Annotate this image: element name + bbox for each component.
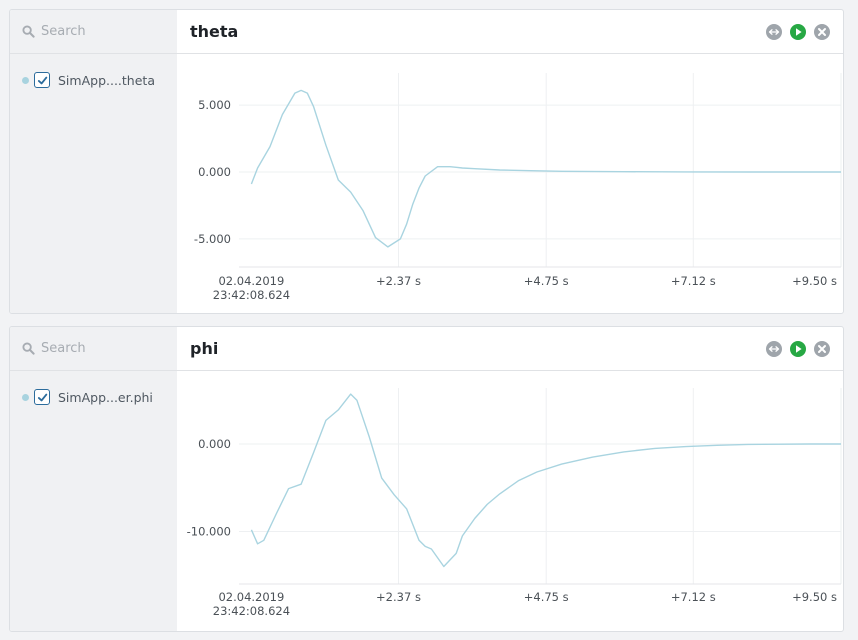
play-icon[interactable]: [789, 340, 807, 358]
signal-label: SimApp....theta: [58, 72, 155, 88]
signal-sidebar: Search SimApp...er.phi: [10, 327, 177, 631]
chart-panel-phi: Search SimApp...er.phi phi 0.000 -10.000 0…: [9, 326, 844, 632]
search-placeholder: Search: [41, 24, 86, 39]
line-chart[interactable]: 5.000 0.000 -5.000 02.04.2019 23:42:08.624 +2…: [177, 55, 844, 313]
fit-range-icon[interactable]: [765, 23, 783, 41]
signal-item[interactable]: SimApp...er.phi: [22, 389, 153, 405]
x-tick-label: +2.37 s: [376, 590, 421, 604]
panel-title: phi: [190, 339, 219, 358]
x-tick-label: 02.04.2019 23:42:08.624: [213, 274, 290, 302]
panel-controls: [765, 23, 831, 41]
x-tick-label: +4.75 s: [524, 274, 569, 288]
y-tick-label: -10.000: [187, 525, 231, 539]
search-input[interactable]: Search: [10, 10, 177, 54]
search-placeholder: Search: [41, 341, 86, 356]
panel-controls: [765, 340, 831, 358]
signal-checkbox[interactable]: [34, 72, 50, 88]
x-tick-label: +9.50 s: [792, 590, 837, 604]
close-icon[interactable]: [813, 23, 831, 41]
x-tick-label: +9.50 s: [792, 274, 837, 288]
checkmark-icon: [37, 393, 47, 401]
panel-header: theta: [177, 10, 843, 54]
search-input[interactable]: Search: [10, 327, 177, 371]
x-tick-label: 02.04.2019 23:42:08.624: [213, 590, 290, 618]
x-tick-label: +4.75 s: [524, 590, 569, 604]
search-icon: [22, 25, 35, 38]
y-tick-label: -5.000: [194, 232, 231, 246]
line-chart[interactable]: 0.000 -10.000 02.04.2019 23:42:08.624 +2.37 …: [177, 372, 844, 631]
panel-title: theta: [190, 22, 239, 41]
series-color-dot: [22, 76, 29, 84]
x-tick-label: +2.37 s: [376, 274, 421, 288]
signal-item[interactable]: SimApp....theta: [22, 72, 155, 88]
close-icon[interactable]: [813, 340, 831, 358]
x-tick-label: +7.12 s: [671, 590, 716, 604]
signal-sidebar: Search SimApp....theta: [10, 10, 177, 313]
series-line[interactable]: [250, 393, 841, 568]
chart-panel-theta: Search SimApp....theta theta 5.000 0.000 -…: [9, 9, 844, 314]
search-icon: [22, 342, 35, 355]
panel-header: phi: [177, 327, 843, 371]
y-tick-label: 0.000: [198, 165, 231, 179]
y-tick-label: 5.000: [198, 98, 231, 112]
fit-range-icon[interactable]: [765, 340, 783, 358]
y-tick-label: 0.000: [198, 437, 231, 451]
series-color-dot: [22, 393, 29, 401]
signal-label: SimApp...er.phi: [58, 389, 153, 405]
x-tick-label: +7.12 s: [671, 274, 716, 288]
signal-checkbox[interactable]: [34, 389, 50, 405]
series-line[interactable]: [250, 89, 841, 248]
checkmark-icon: [37, 76, 47, 84]
play-icon[interactable]: [789, 23, 807, 41]
